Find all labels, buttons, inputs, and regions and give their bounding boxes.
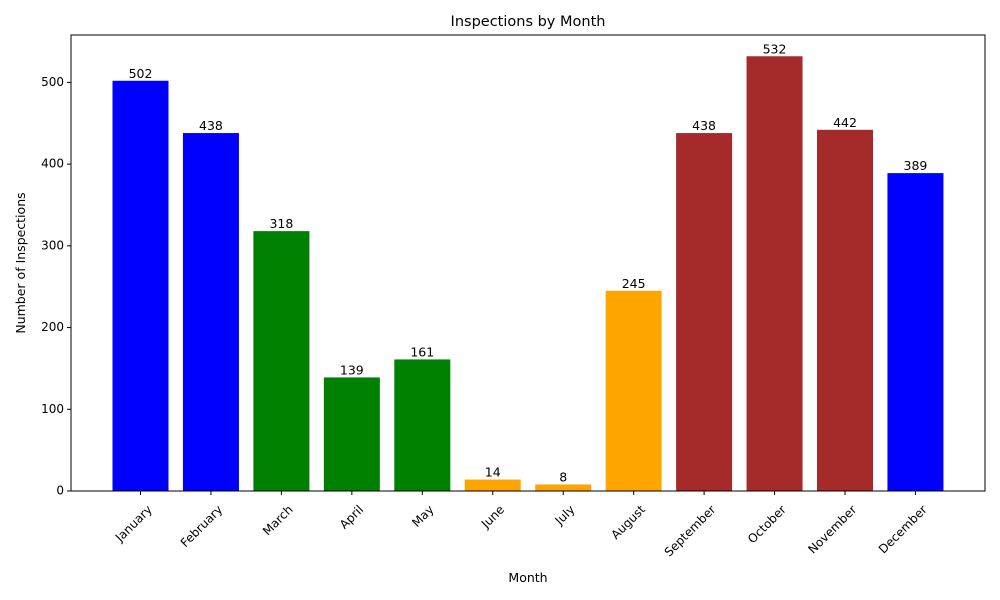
x-tick-label-october: October [745, 502, 789, 546]
bar-june [464, 479, 521, 491]
y-tick-label-0: 0 [56, 484, 64, 498]
bar-august [605, 290, 662, 491]
x-tick-label-march: March [260, 502, 296, 538]
x-tick-label-april: April [337, 502, 366, 531]
bar-march [253, 231, 310, 491]
bar-october [746, 56, 803, 491]
x-tick-label-september: September [662, 502, 719, 559]
bar-february [182, 133, 239, 491]
data-label-august: 245 [622, 276, 646, 291]
bar-may [394, 359, 451, 491]
data-label-may: 161 [410, 344, 434, 359]
data-label-october: 532 [763, 41, 787, 56]
x-tick-labels: January February March April May June July Augu… [112, 491, 930, 559]
y-tick-labels: 0 100 200 300 400 500 [41, 75, 71, 498]
data-label-january: 502 [129, 66, 153, 81]
bar-july [535, 484, 592, 491]
data-label-july: 8 [559, 469, 567, 484]
y-tick-label-500: 500 [41, 75, 64, 89]
bar-january [112, 80, 169, 491]
y-tick-label-400: 400 [41, 157, 64, 171]
data-labels: 502 438 318 139 161 14 8 245 438 532 442 389 [129, 41, 928, 484]
x-axis-label: Month [508, 570, 547, 585]
bar-november [817, 129, 873, 492]
x-tick-label-february: February [178, 502, 226, 550]
x-tick-label-january: January [112, 502, 155, 545]
x-tick-label-june: June [478, 502, 507, 531]
x-tick-label-august: August [608, 502, 648, 542]
data-label-june: 14 [485, 465, 501, 480]
x-tick-label-november: November [805, 502, 859, 556]
data-label-april: 139 [340, 362, 364, 377]
y-tick-label-200: 200 [41, 320, 64, 334]
y-tick-label-100: 100 [41, 402, 64, 416]
chart-title: Inspections by Month [451, 14, 606, 30]
x-tick-label-december: December [876, 502, 930, 556]
data-label-september: 438 [692, 118, 716, 133]
data-label-february: 438 [199, 118, 223, 133]
x-tick-label-july: July [552, 502, 578, 528]
y-axis-label: Number of Inspections [13, 192, 28, 333]
x-tick-label-may: May [409, 502, 436, 529]
bar-september [676, 133, 733, 491]
plot-frame [70, 34, 986, 492]
bar-december [887, 173, 944, 492]
data-label-december: 389 [904, 158, 928, 173]
data-label-november: 442 [833, 115, 857, 130]
bar-april [323, 377, 380, 491]
data-label-march: 318 [269, 216, 293, 231]
y-tick-label-300: 300 [41, 238, 64, 252]
bars-group [112, 56, 944, 492]
